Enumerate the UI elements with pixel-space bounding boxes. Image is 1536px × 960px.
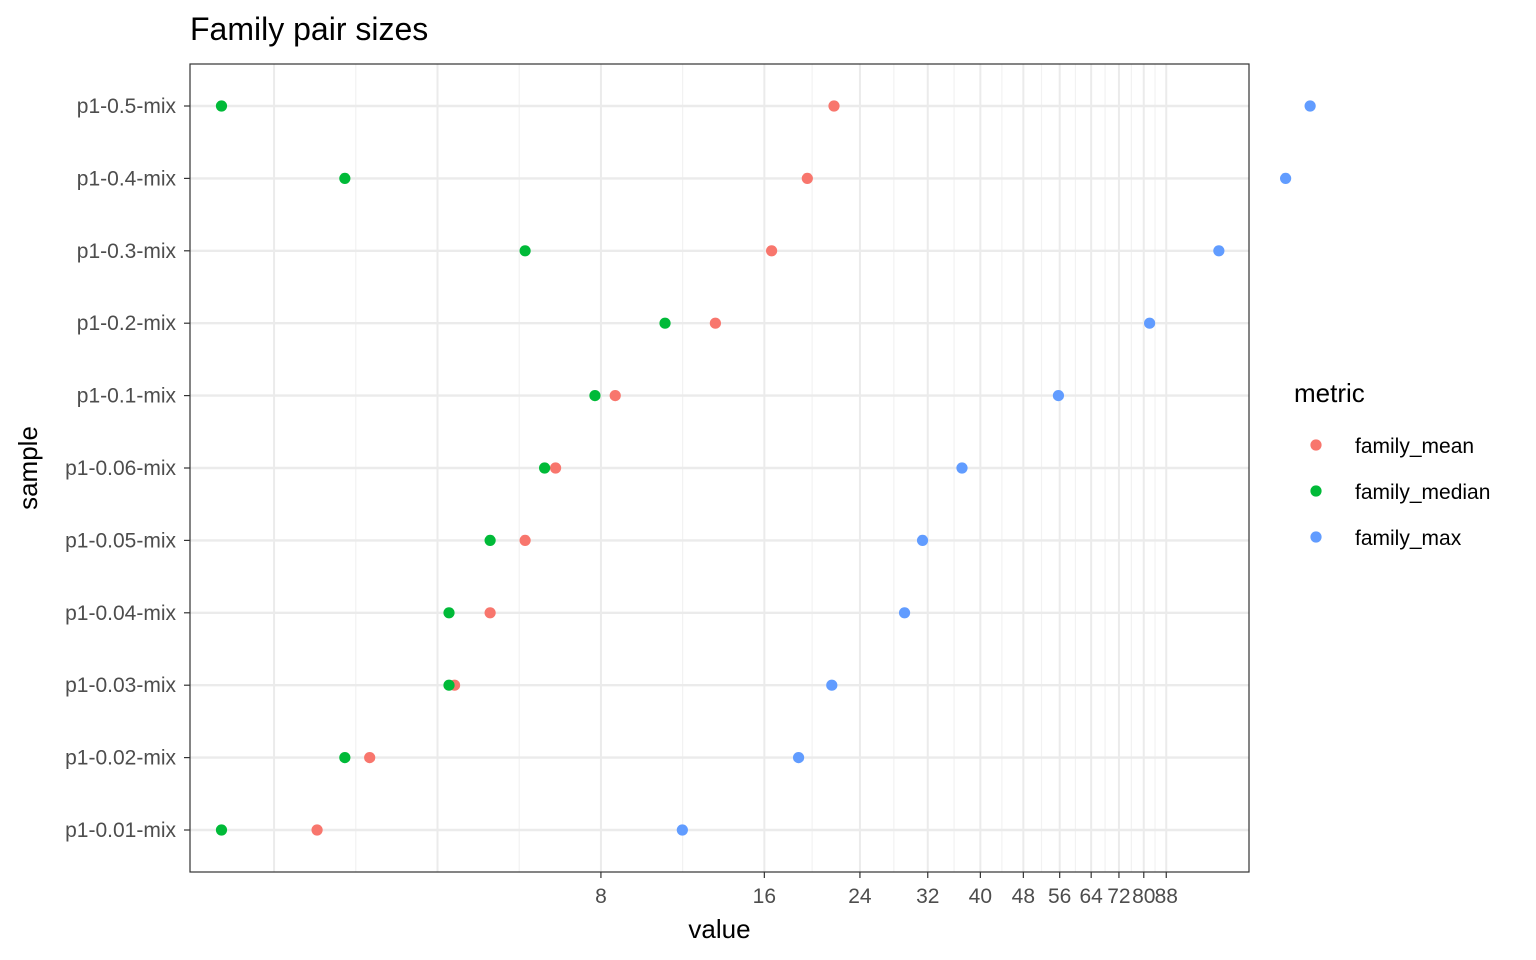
point-family_mean [609,390,621,402]
point-family_mean [549,462,562,474]
point-family_median [484,534,496,547]
point-family_median [443,607,455,619]
x-tick-label: 72 [1107,885,1130,908]
x-tick-label: 8 [595,885,607,908]
point-family_max [826,679,838,691]
legend-key-family_median [1310,485,1322,497]
y-tick-label: p1-0.2-mix [77,312,177,335]
point-family_mean [801,172,813,184]
point-family_median [215,100,228,112]
point-family_mean [709,317,721,329]
data-points [215,100,1316,836]
point-family_max [1213,245,1225,257]
y-axis: p1-0.01-mix p1-0.02-mix p1-0.03-mix p1-0.04… [65,95,190,842]
y-tick-label: p1-0.01-mix [65,819,176,842]
legend-label-family_mean: family_mean [1355,435,1474,458]
y-axis-title: sample [13,426,43,510]
point-family_median [589,390,601,402]
point-family_max [1280,172,1292,184]
x-tick-label: 88 [1155,885,1178,908]
y-tick-label: p1-0.05-mix [65,529,176,552]
point-family_max [1304,100,1316,112]
x-tick-label: 16 [753,885,776,908]
point-family_max [956,462,968,474]
point-family_mean [519,534,531,547]
legend: metric family_mean family_median family_ma… [1294,378,1490,550]
point-family_median [659,317,671,329]
point-family_median [539,462,551,474]
point-family_mean [484,607,496,619]
point-family_median [519,245,531,257]
legend-key-family_mean [1310,439,1322,451]
y-tick-label: p1-0.06-mix [65,457,176,480]
x-tick-label: 48 [1012,885,1035,908]
y-tick-label: p1-0.03-mix [65,674,176,697]
point-family_mean [765,245,778,257]
point-family_mean [828,100,840,112]
y-tick-label: p1-0.02-mix [65,747,176,770]
y-tick-label: p1-0.04-mix [65,602,176,625]
y-tick-label: p1-0.5-mix [77,95,177,118]
point-family_max [1144,317,1156,329]
point-family_median [339,172,351,184]
point-family_max [792,752,805,764]
x-tick-label: 32 [916,885,939,908]
point-family_median [339,752,351,764]
y-gridlines [190,104,1249,832]
x-axis: 8 16 24 32 40 48 56 64 72 80 88 [595,872,1178,908]
x-axis-title: value [688,914,750,944]
point-family_max [916,534,929,547]
legend-label-family_median: family_median [1355,481,1490,504]
legend-key-family_max [1310,531,1322,543]
y-tick-label: p1-0.3-mix [77,240,177,263]
x-tick-label: 64 [1079,885,1103,908]
point-family_mean [364,752,376,764]
point-family_max [1052,390,1065,402]
chart-title: Family pair sizes [190,11,428,47]
legend-label-family_max: family_max [1355,527,1462,550]
x-tick-label: 40 [969,885,992,908]
point-family_mean [311,824,323,836]
y-tick-label: p1-0.1-mix [77,385,177,408]
point-family_median [443,679,455,691]
point-family_max [898,607,911,619]
x-tick-label: 24 [848,885,872,908]
legend-title: metric [1294,378,1365,408]
x-tick-label: 80 [1132,885,1155,908]
point-family_max [676,824,688,836]
x-tick-label: 56 [1048,885,1071,908]
plot-panel [189,63,1316,873]
point-family_median [215,824,228,836]
y-tick-label: p1-0.4-mix [77,167,177,190]
